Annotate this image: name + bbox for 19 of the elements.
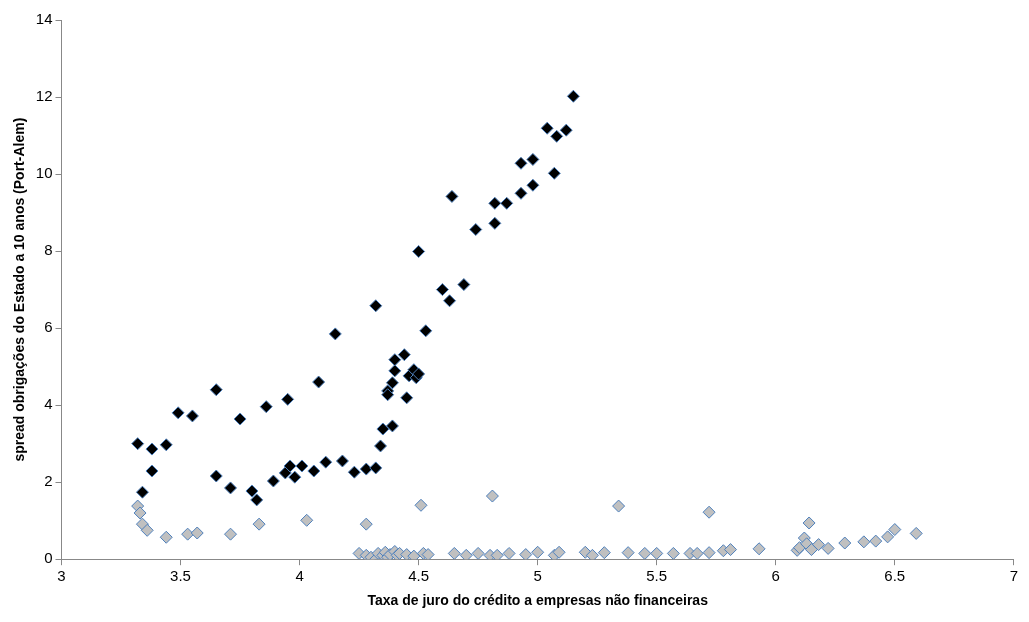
y-tick-label: 4 [44, 395, 53, 413]
y-tick-label: 0 [44, 549, 53, 567]
x-tick-label: 5 [533, 567, 542, 585]
x-tick-label: 6 [771, 567, 780, 585]
x-tick-label: 4 [295, 567, 304, 585]
y-tick-label: 10 [35, 164, 53, 182]
x-tick-label: 3 [57, 567, 66, 585]
y-tick-label: 8 [44, 241, 53, 259]
x-tick-label: 5.5 [646, 567, 668, 585]
x-tick-label: 3.5 [170, 567, 191, 585]
x-tick-label: 7 [1009, 567, 1018, 585]
y-tick-label: 14 [35, 10, 53, 28]
x-tick-label: 4.5 [408, 567, 430, 585]
x-tick-label: 6.5 [884, 567, 906, 585]
y-tick-label: 6 [44, 318, 53, 336]
x-axis-title: Taxa de juro do crédito a empresas não financeiras [367, 592, 709, 609]
y-tick-label: 12 [35, 87, 53, 105]
y-axis-title: spread obrigações do Estado a 10 anos (Port-Alem) [11, 117, 28, 462]
y-tick-label: 2 [44, 472, 53, 490]
